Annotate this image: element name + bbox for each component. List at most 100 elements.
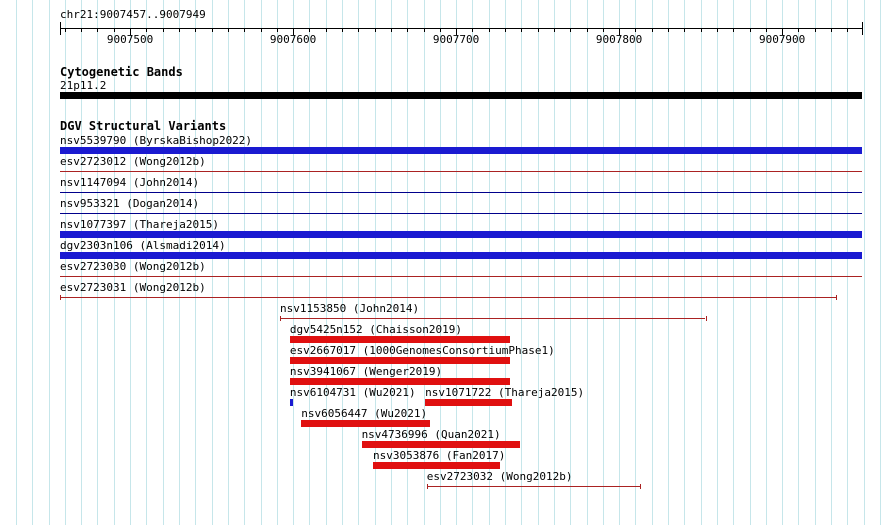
ruler-minor-tick [847, 28, 849, 32]
grid-line [309, 0, 311, 525]
grid-line [439, 0, 441, 525]
grid-line [651, 0, 653, 525]
grid-line [325, 0, 327, 525]
ruler-minor-tick [211, 28, 213, 32]
variant-label[interactable]: esv2723012 (Wong2012b) [60, 155, 206, 168]
ruler-minor-tick [831, 28, 833, 32]
variant-label[interactable]: dgv5425n152 (Chaisson2019) [289, 323, 463, 336]
ruler-minor-tick [276, 28, 278, 32]
ruler-minor-tick [798, 28, 800, 32]
variant-endpoint-tick [835, 295, 837, 300]
grid-line [162, 0, 164, 525]
variant-endpoint-tick [705, 316, 707, 321]
variant-bar[interactable] [425, 399, 512, 406]
ruler-minor-tick [81, 28, 83, 32]
grid-line [456, 0, 458, 525]
variant-bar[interactable] [289, 399, 293, 406]
ruler-minor-tick [668, 28, 670, 32]
ruler-minor-tick [488, 28, 490, 32]
ruler-minor-tick [570, 28, 572, 32]
grid-line [488, 0, 490, 525]
grid-line [130, 0, 132, 525]
grid-line [537, 0, 539, 525]
variant-label[interactable]: nsv3053876 (Fan2017) [372, 449, 506, 462]
variant-bar[interactable] [289, 378, 510, 385]
grid-line [211, 0, 213, 525]
variant-label[interactable]: nsv1071722 (Thareja2015) [425, 386, 585, 399]
ruler-tick-label: 9007500 [106, 33, 154, 46]
variant-bar[interactable] [60, 252, 862, 259]
variant-bar[interactable] [60, 192, 862, 193]
grid-line [423, 0, 425, 525]
ruler-minor-tick [651, 28, 653, 32]
grid-line [521, 0, 523, 525]
grid-line [570, 0, 572, 525]
grid-line [276, 0, 278, 525]
variant-label[interactable]: nsv4736996 (Quan2021) [361, 428, 501, 441]
variant-bar[interactable] [289, 336, 510, 343]
grid-line [553, 0, 555, 525]
ruler-minor-tick [716, 28, 718, 32]
variant-label[interactable]: esv2723031 (Wong2012b) [60, 281, 206, 294]
grid-line [847, 0, 849, 525]
variant-bar[interactable] [361, 441, 520, 448]
grid-line [586, 0, 588, 525]
grid-line [782, 0, 784, 525]
grid-line [749, 0, 751, 525]
grid-line [879, 0, 881, 525]
grid-line [602, 0, 604, 525]
cytoband-bar[interactable] [60, 92, 862, 99]
variant-bar[interactable] [60, 171, 862, 172]
grid-line [358, 0, 360, 525]
ruler-major-tick [619, 28, 621, 35]
grid-line [293, 0, 295, 525]
variant-label[interactable]: esv2667017 (1000GenomesConsortiumPhase1) [289, 344, 555, 357]
variant-label[interactable]: nsv3941067 (Wenger2019) [289, 365, 443, 378]
ruler-minor-tick [374, 28, 376, 32]
variant-label[interactable]: nsv6056447 (Wu2021) [301, 407, 428, 420]
variant-bar[interactable] [60, 231, 862, 238]
variant-label[interactable]: nsv1077397 (Thareja2015) [60, 218, 219, 231]
variant-label[interactable]: esv2723032 (Wong2012b) [426, 470, 573, 483]
ruler-minor-tick [439, 28, 441, 32]
variant-bar[interactable] [60, 297, 836, 298]
grid-line [390, 0, 392, 525]
cytogenetic-bands-title: Cytogenetic Bands [60, 65, 183, 79]
dgv-track-title: DGV Structural Variants [60, 119, 227, 133]
variant-bar[interactable] [280, 318, 706, 319]
variant-bar[interactable] [60, 213, 862, 214]
ruler-minor-tick [97, 28, 99, 32]
variant-bar[interactable] [301, 420, 431, 427]
ruler-minor-tick [162, 28, 164, 32]
variant-bar[interactable] [372, 462, 501, 469]
region-label: chr21:9007457..9007949 [60, 8, 206, 21]
grid-line [374, 0, 376, 525]
variant-bar[interactable] [60, 147, 862, 154]
grid-line [505, 0, 506, 525]
variant-endpoint-tick [60, 295, 61, 300]
variant-label[interactable]: dgv2303n106 (Alsmadi2014) [60, 239, 226, 252]
ruler-minor-tick [733, 28, 735, 32]
variant-label[interactable]: nsv5539790 (ByrskaBishop2022) [60, 134, 253, 147]
ruler-minor-tick [325, 28, 327, 32]
variant-label[interactable]: nsv1147094 (John2014) [60, 176, 200, 189]
ruler-minor-tick [749, 28, 751, 32]
variant-label[interactable]: nsv953321 (Dogan2014) [60, 197, 200, 210]
variant-label[interactable]: esv2723030 (Wong2012b) [60, 260, 206, 273]
variant-bar[interactable] [426, 486, 641, 487]
grid-line [15, 0, 17, 525]
grid-line [814, 0, 816, 525]
ruler-minor-tick [586, 28, 588, 32]
variant-label[interactable]: nsv1153850 (John2014) [280, 302, 420, 315]
variant-bar[interactable] [60, 276, 862, 277]
grid-line [227, 0, 229, 525]
grid-line [146, 0, 148, 525]
variant-bar[interactable] [289, 357, 510, 364]
ruler-minor-tick [146, 28, 148, 32]
ruler-major-tick [293, 28, 295, 35]
variant-label[interactable]: nsv6104731 (Wu2021) [289, 386, 416, 399]
grid-line [798, 0, 800, 525]
variant-endpoint-tick [280, 316, 282, 321]
grid-line [48, 0, 50, 525]
